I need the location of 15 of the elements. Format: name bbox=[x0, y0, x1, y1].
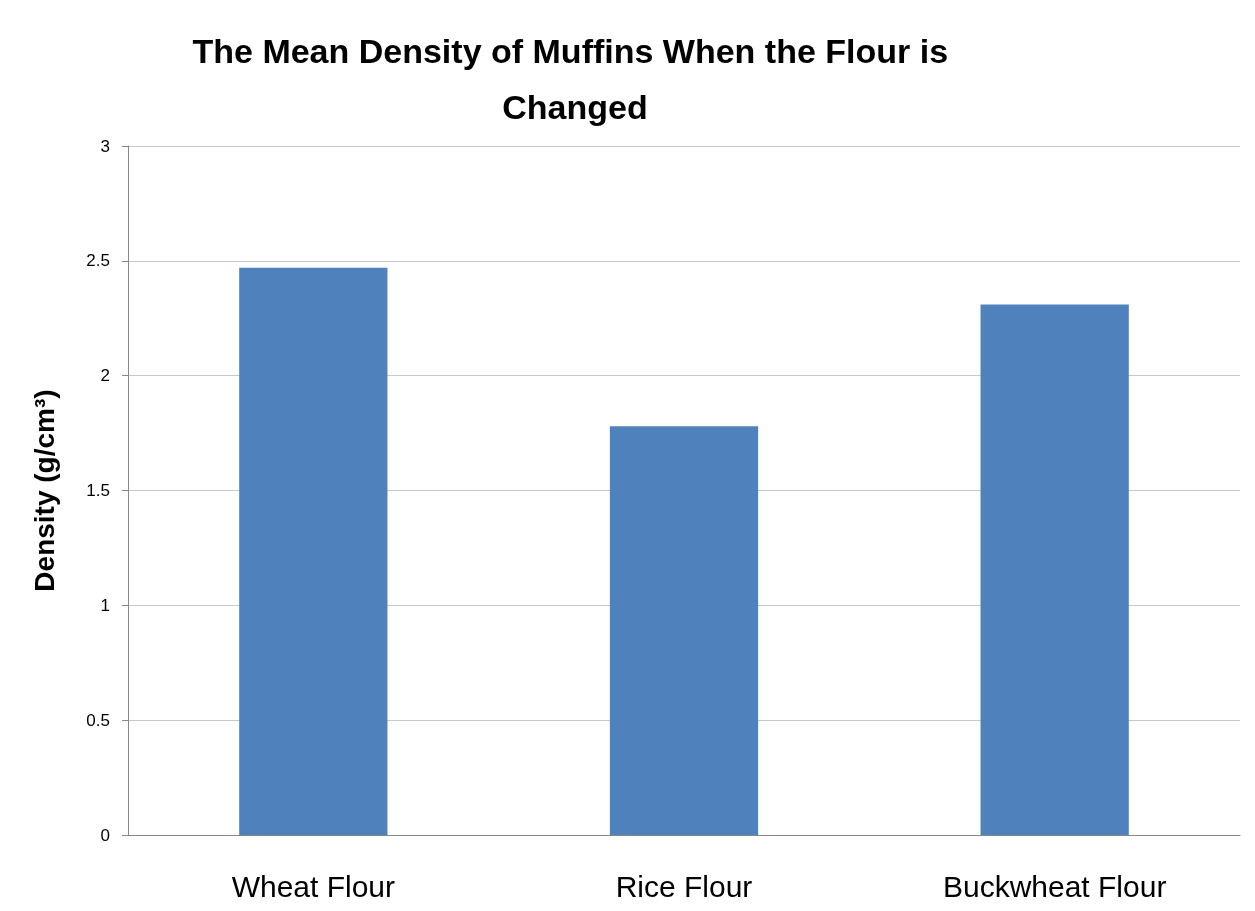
bar bbox=[239, 267, 388, 835]
y-tick-label: 1.5 bbox=[86, 481, 110, 500]
y-axis-title: Density (g/cm³) bbox=[28, 389, 60, 592]
x-tick-label: Rice Flour bbox=[615, 869, 753, 903]
y-tick-label: 2 bbox=[100, 366, 110, 386]
bar bbox=[609, 426, 759, 835]
chart-title: The Mean Density of Muffins When the Flour is Changed bbox=[192, 32, 958, 126]
x-tick-label: Wheat Flour bbox=[231, 869, 396, 903]
y-tick-label: 3 bbox=[100, 136, 110, 156]
x-tick-label: Buckwheat Flour bbox=[942, 869, 1167, 903]
y-tick-label: 0.5 bbox=[86, 710, 110, 730]
y-tick-label: 0 bbox=[100, 825, 110, 845]
y-tick-label: 1 bbox=[100, 595, 110, 615]
y-tick-label: 2.5 bbox=[86, 251, 110, 271]
bar bbox=[980, 304, 1129, 835]
